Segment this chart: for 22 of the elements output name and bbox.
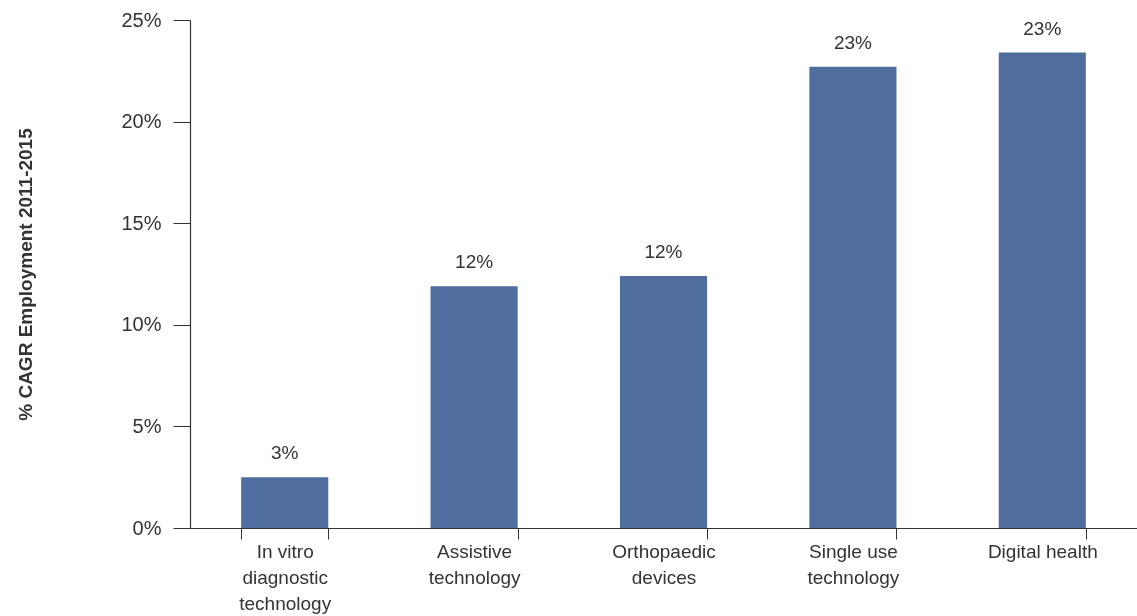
x-tick-label: In vitro diagnostic technology (239, 540, 332, 614)
x-tick-label: Orthopaedic devices (612, 540, 716, 588)
data-label: 12% (455, 251, 494, 273)
y-axis-title: % CAGR Employment 2011-2015 (14, 127, 36, 421)
bar (619, 276, 708, 528)
y-tick-label: 5% (132, 414, 162, 437)
data-label: 23% (833, 31, 873, 53)
data-label: 23% (1023, 17, 1062, 39)
y-tick-label: 20% (121, 110, 162, 133)
data-label: 12% (644, 241, 683, 263)
x-tick-label: Assistive technology (428, 540, 522, 588)
bar (998, 52, 1086, 528)
y-tick-label: 15% (121, 211, 162, 234)
bar (430, 286, 518, 528)
y-tick-label: 0% (132, 516, 162, 539)
bar (809, 66, 897, 528)
y-tick-label: 25% (121, 8, 162, 31)
bar (241, 477, 329, 528)
x-tick-label: Digital health (987, 540, 1098, 562)
data-label: 3% (270, 442, 299, 464)
x-tick-label: Single use technology (807, 540, 900, 588)
y-tick-label: 10% (121, 313, 162, 336)
